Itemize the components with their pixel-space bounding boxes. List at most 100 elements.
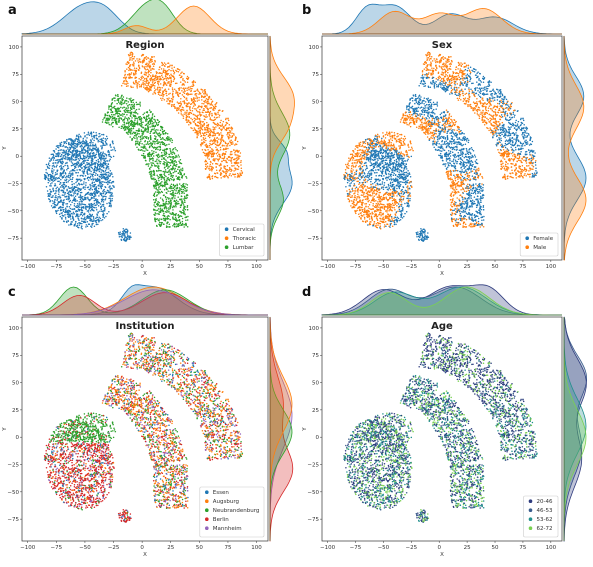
scatter-point [181,175,183,178]
scatter-point [133,82,135,85]
legend-label: Lumbar [233,245,255,251]
scatter-point [63,157,66,160]
scatter-point [179,189,181,191]
scatter-point [125,83,128,85]
scatter-point [74,192,77,194]
scatter-point [61,217,63,219]
scatter-point [88,134,91,137]
scatter-point [48,162,50,164]
scatter-point [146,85,148,87]
scatter-point [125,131,128,134]
scatter-point [47,193,49,195]
scatter-point [105,181,108,184]
scatter-point [208,136,211,139]
scatter-point [169,83,172,86]
scatter-point [205,97,208,100]
scatter-point [155,184,158,187]
scatter-point [147,143,149,146]
scatter-point [145,143,147,145]
scatter-point [181,114,183,116]
x-tick-label: 75 [224,264,231,270]
scatter-point [166,94,168,97]
scatter-point [233,158,236,161]
scatter-point [158,179,160,182]
scatter-point [105,157,107,159]
scatter-point [212,108,215,110]
scatter-point [60,153,63,156]
scatter-point [142,79,144,82]
scatter-point [154,137,157,140]
scatter-point [106,114,109,117]
scatter-point [217,131,219,134]
scatter-point [79,222,82,225]
scatter-point [121,236,123,239]
scatter-point [168,187,171,189]
scatter-point [176,192,178,195]
scatter-point [181,217,184,220]
scatter-point [67,197,69,199]
scatter-point [150,144,153,147]
scatter-point [181,200,183,203]
scatter-point [53,169,55,171]
scatter-point [226,168,229,171]
scatter-point [237,151,239,153]
scatter-point [117,115,119,117]
scatter-point [57,149,60,152]
scatter-point [55,148,57,150]
scatter-point [174,156,177,158]
scatter-point [174,202,177,205]
scatter-point [81,197,83,200]
scatter-point [122,76,125,79]
scatter-point [180,97,182,100]
scatter-point [78,204,80,207]
scatter-point [171,87,174,89]
scatter-point [53,179,56,182]
scatter-point [131,51,133,54]
scatter-point [88,223,91,226]
scatter-point [98,163,100,166]
scatter-point [83,141,86,143]
scatter-point [80,179,83,181]
scatter-point [176,109,178,111]
scatter-point [152,125,155,128]
scatter-point [166,197,169,199]
scatter-point [189,109,192,112]
scatter-point [66,221,68,223]
scatter-point [145,58,148,61]
scatter-point [182,209,185,211]
scatter-point [50,205,53,207]
scatter-point [177,70,180,73]
scatter-point [205,131,207,133]
scatter-point [57,180,59,183]
scatter-point [47,195,49,198]
scatter-point [169,76,171,79]
scatter-point [154,160,157,163]
scatter-point [77,218,80,220]
scatter-point [163,160,165,163]
scatter-point [71,186,74,188]
scatter-point [72,163,75,166]
scatter-point [140,86,143,88]
scatter-point [79,168,81,171]
scatter-point [96,216,99,219]
scatter-point [171,141,173,144]
scatter-point [185,219,187,221]
scatter-point [104,160,107,163]
scatter-point [101,121,104,123]
scatter-point [59,215,62,218]
scatter-point [170,168,173,170]
scatter-point [114,149,117,152]
scatter-point [111,195,114,197]
scatter-point [179,101,182,103]
scatter-point [149,77,151,80]
scatter-point [143,57,146,59]
scatter-point [97,223,99,226]
scatter-point [166,100,168,102]
scatter-point [46,172,49,175]
scatter-point [158,176,161,179]
scatter-point [89,183,91,186]
scatter-point [213,137,216,139]
scatter-point [117,93,119,96]
scatter-point [183,79,185,82]
scatter-point [234,138,237,140]
